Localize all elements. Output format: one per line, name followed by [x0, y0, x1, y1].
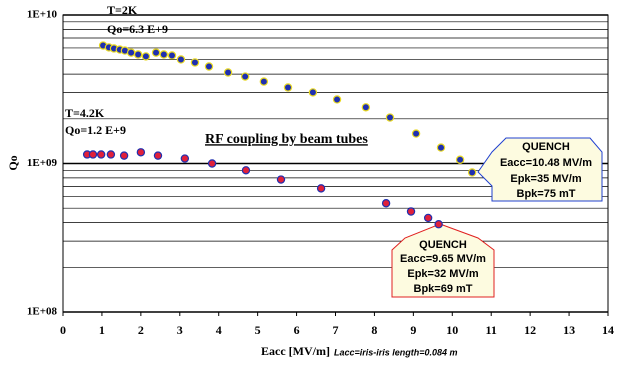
x-tick-label: 6 — [294, 323, 300, 337]
x-tick-label: 11 — [486, 323, 497, 337]
series-annotation: T=4.2K — [65, 106, 105, 120]
x-tick-label: 5 — [255, 323, 261, 337]
data-point — [176, 55, 186, 64]
x-tick-label: 0 — [60, 323, 66, 337]
data-point — [180, 154, 190, 163]
x-tick-label: 12 — [524, 323, 536, 337]
callout-text: Bpk=69 mT — [414, 283, 473, 295]
data-point — [411, 129, 421, 138]
annotation: RF coupling by beam tubes — [205, 132, 368, 147]
data-point — [190, 58, 200, 67]
data-point — [276, 175, 286, 184]
x-tick-label: 1 — [99, 323, 105, 337]
x-axis-note: Lacc=iris-iris length=0.084 m — [334, 347, 458, 357]
annotation: Qo=6.3 E+9 — [107, 22, 168, 36]
annotation: Qo=1.2 E+9 — [65, 123, 126, 137]
data-point — [88, 150, 98, 159]
data-point — [240, 72, 250, 81]
callout-text: QUENCH — [522, 141, 570, 153]
series-annotation: T=2K — [107, 3, 138, 17]
data-point — [385, 113, 395, 122]
data-point — [308, 88, 318, 97]
data-point — [106, 150, 116, 159]
data-point — [126, 48, 136, 57]
data-point — [159, 50, 169, 59]
callout-text: Eacc=10.48 MV/m — [500, 157, 592, 169]
callout-text: QUENCH — [419, 239, 467, 251]
data-point — [141, 52, 151, 61]
x-tick-label: 14 — [602, 323, 614, 337]
data-point — [133, 50, 143, 59]
data-point — [96, 150, 106, 159]
x-tick-label: 3 — [177, 323, 183, 337]
data-point — [259, 77, 269, 86]
data-point — [423, 213, 433, 223]
data-point — [332, 95, 342, 104]
data-point — [467, 168, 477, 177]
callout-text: Epk=35 MV/m — [510, 173, 581, 185]
y-tick-label: 1E+10 — [27, 9, 58, 21]
data-point — [151, 48, 161, 57]
x-tick-label: 8 — [371, 323, 377, 337]
data-point — [207, 159, 217, 168]
data-point — [406, 207, 416, 216]
data-point — [223, 68, 233, 77]
x-tick-label: 13 — [563, 323, 575, 337]
callout-box — [391, 223, 495, 298]
y-tick-label: 1E+09 — [27, 157, 58, 169]
data-point — [204, 62, 214, 71]
callout-text: Epk=32 MV/m — [407, 268, 478, 280]
data-point — [381, 199, 391, 208]
data-point — [316, 184, 326, 193]
x-tick-label: 7 — [333, 323, 339, 337]
data-point — [241, 166, 251, 175]
y-tick-label: 1E+08 — [27, 306, 58, 318]
callout-text: Bpk=75 mT — [517, 188, 576, 200]
y-axis-label: Qo — [6, 155, 20, 170]
data-point — [283, 83, 293, 92]
x-tick-label: 10 — [446, 323, 458, 337]
data-point — [136, 148, 146, 157]
callout-box — [477, 137, 603, 202]
data-point — [119, 151, 129, 160]
x-axis-label: Eacc [MV/m] — [261, 344, 330, 358]
data-point — [361, 103, 371, 112]
data-point — [455, 155, 465, 164]
x-tick-label: 9 — [410, 323, 416, 337]
data-point — [434, 220, 443, 229]
data-point — [153, 151, 163, 160]
x-tick-label: 2 — [138, 323, 144, 337]
callout-text: Eacc=9.65 MV/m — [400, 253, 486, 265]
x-tick-label: 4 — [216, 323, 222, 337]
data-point — [167, 51, 177, 60]
data-point — [436, 143, 446, 152]
